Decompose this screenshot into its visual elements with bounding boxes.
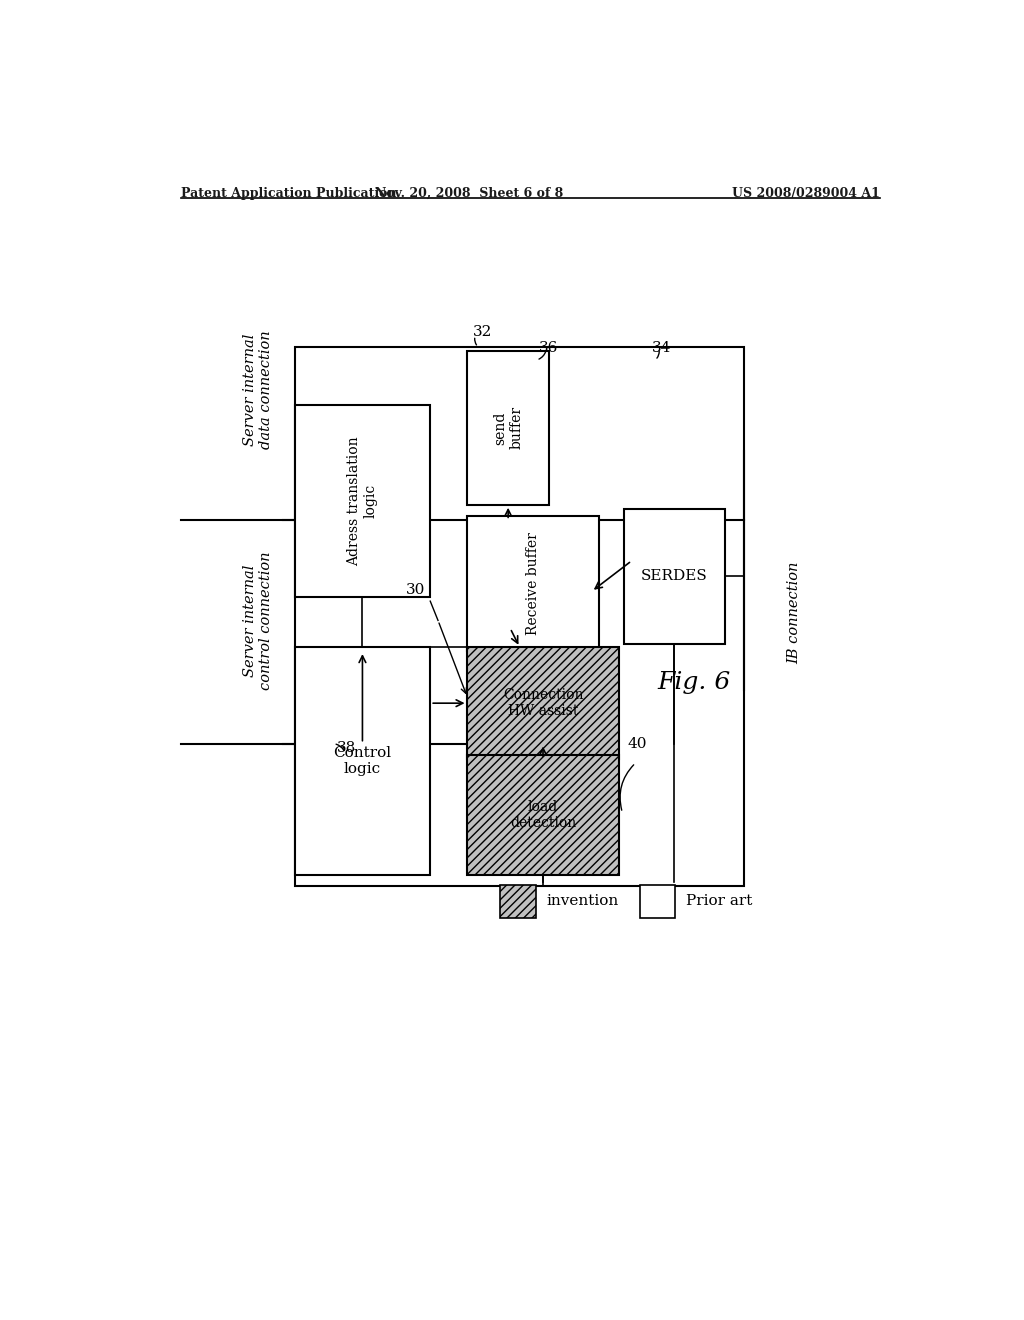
Text: invention: invention <box>547 895 618 908</box>
Bar <box>295 647 430 875</box>
Text: Server internal
data connection: Server internal data connection <box>243 330 273 449</box>
Text: Control
logic: Control logic <box>334 746 391 776</box>
Text: Connection
HW assist: Connection HW assist <box>503 688 584 718</box>
Text: 40: 40 <box>628 737 647 751</box>
Bar <box>467 516 599 651</box>
Text: Nov. 20, 2008  Sheet 6 of 8: Nov. 20, 2008 Sheet 6 of 8 <box>375 187 563 199</box>
Bar <box>624 508 725 644</box>
Text: Server internal
control connection: Server internal control connection <box>243 552 273 689</box>
Text: 34: 34 <box>652 341 672 355</box>
Text: Adress translation
logic: Adress translation logic <box>347 436 378 566</box>
Text: Prior art: Prior art <box>686 895 753 908</box>
Bar <box>295 405 430 598</box>
Text: load
detection: load detection <box>510 800 577 830</box>
Text: IB connection: IB connection <box>787 561 802 664</box>
Bar <box>640 884 675 919</box>
Text: 36: 36 <box>539 341 558 355</box>
Bar <box>467 755 618 875</box>
Text: 30: 30 <box>406 582 425 597</box>
Text: Patent Application Publication: Patent Application Publication <box>180 187 396 199</box>
Text: send
buffer: send buffer <box>493 407 523 450</box>
Bar <box>295 347 744 886</box>
Text: Fig. 6: Fig. 6 <box>657 671 730 693</box>
Text: 32: 32 <box>473 325 493 339</box>
Bar <box>467 647 618 759</box>
Bar <box>500 884 536 919</box>
Bar <box>467 351 549 506</box>
Text: SERDES: SERDES <box>641 569 708 583</box>
Text: US 2008/0289004 A1: US 2008/0289004 A1 <box>732 187 880 199</box>
Text: 38: 38 <box>337 741 356 755</box>
Text: Receive buffer: Receive buffer <box>526 532 541 635</box>
